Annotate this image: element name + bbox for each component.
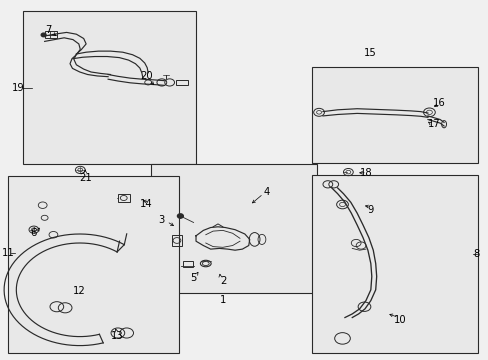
Text: 4: 4 — [263, 186, 269, 197]
Bar — [175, 80, 187, 85]
Bar — [312, 175, 477, 353]
Text: 11: 11 — [1, 248, 14, 258]
Bar — [22, 11, 196, 164]
Text: 2: 2 — [220, 276, 226, 286]
Text: 21: 21 — [79, 173, 91, 183]
Text: 12: 12 — [72, 286, 85, 296]
Text: 16: 16 — [432, 98, 445, 108]
Bar — [8, 176, 179, 353]
Text: 20: 20 — [140, 71, 152, 81]
Bar — [118, 194, 130, 202]
Text: 13: 13 — [110, 331, 123, 341]
Text: 8: 8 — [473, 249, 479, 259]
Text: 10: 10 — [393, 315, 406, 325]
Text: 1: 1 — [219, 294, 225, 305]
Text: 3: 3 — [159, 215, 164, 225]
Bar — [44, 31, 57, 38]
Circle shape — [41, 33, 46, 37]
Text: 7: 7 — [45, 25, 52, 35]
Bar — [183, 261, 192, 267]
Text: 14: 14 — [140, 199, 152, 210]
Circle shape — [177, 214, 183, 218]
Text: 18: 18 — [359, 168, 371, 178]
Text: 9: 9 — [367, 204, 373, 215]
Text: 5: 5 — [190, 273, 196, 283]
Bar — [151, 164, 316, 293]
Bar — [171, 235, 182, 246]
Bar — [312, 67, 477, 163]
Text: 19: 19 — [12, 83, 24, 93]
Text: 15: 15 — [363, 48, 375, 58]
Text: 6: 6 — [31, 228, 37, 238]
Text: 17: 17 — [427, 119, 440, 129]
